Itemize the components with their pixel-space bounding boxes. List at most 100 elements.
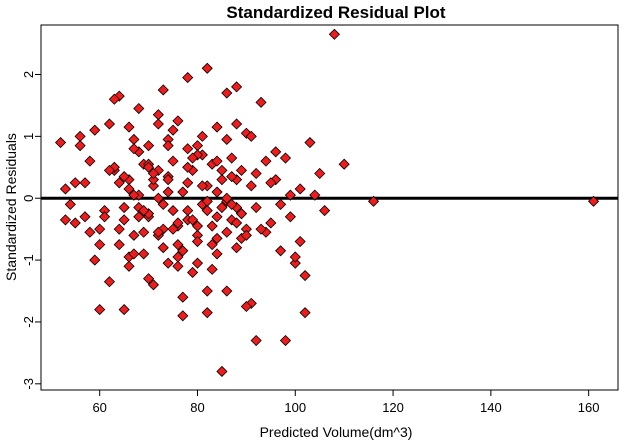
y-tick-label: 1 — [21, 133, 36, 140]
data-point — [103, 276, 116, 288]
data-point — [196, 130, 208, 142]
data-point — [206, 239, 218, 251]
data-point — [221, 285, 233, 297]
data-point — [138, 226, 150, 238]
data-point — [157, 84, 169, 96]
data-point — [245, 130, 257, 142]
data-point — [118, 171, 130, 183]
data-point — [319, 205, 331, 217]
data-point — [304, 136, 316, 149]
data-point — [231, 118, 243, 130]
data-point — [294, 235, 306, 248]
data-point — [94, 304, 106, 316]
x-tick-label: 120 — [382, 400, 404, 415]
data-point — [143, 140, 155, 152]
x-axis-title: Predicted Volume(dm^3) — [260, 424, 413, 440]
data-point — [211, 121, 223, 133]
data-point — [167, 124, 179, 136]
data-point — [147, 174, 160, 186]
data-point — [123, 183, 135, 195]
data-point — [89, 254, 101, 266]
data-point — [187, 266, 199, 279]
data-point — [64, 198, 76, 210]
data-point — [221, 133, 233, 146]
data-point — [172, 239, 184, 251]
data-point — [216, 365, 228, 378]
data-point — [187, 152, 199, 164]
data-point — [279, 334, 292, 347]
data-point — [289, 251, 301, 263]
data-point — [201, 285, 213, 297]
data-point — [128, 248, 140, 260]
y-axis: -3 -2 -1 0 1 2 — [21, 71, 41, 390]
data-point — [103, 118, 116, 130]
data-point — [177, 291, 189, 303]
x-tick-label: 160 — [578, 400, 600, 415]
scatter-points — [54, 28, 600, 378]
data-point — [338, 158, 350, 170]
x-tick-label: 140 — [480, 400, 502, 415]
data-point — [172, 217, 184, 229]
data-point — [309, 189, 321, 201]
data-point — [147, 180, 160, 192]
data-point — [138, 248, 150, 260]
data-point — [118, 214, 130, 226]
data-point — [211, 248, 223, 260]
data-point — [128, 133, 140, 146]
data-point — [152, 109, 164, 121]
data-point — [275, 198, 287, 210]
data-point — [138, 205, 150, 217]
data-point — [201, 62, 213, 74]
data-point — [172, 251, 184, 263]
data-point — [206, 220, 218, 232]
data-point — [191, 220, 204, 232]
data-point — [240, 300, 252, 313]
data-point — [59, 183, 72, 195]
data-point — [265, 177, 277, 189]
data-point — [79, 177, 91, 189]
data-point — [152, 226, 164, 238]
data-point — [59, 214, 72, 226]
data-point — [118, 201, 130, 214]
data-point — [289, 257, 301, 269]
data-point — [245, 180, 257, 192]
data-point — [143, 161, 155, 173]
data-point — [133, 102, 145, 115]
data-point — [89, 124, 101, 136]
data-point — [147, 167, 160, 180]
data-point — [191, 235, 204, 248]
data-point — [284, 189, 296, 201]
data-point — [152, 118, 164, 130]
data-point — [211, 186, 223, 198]
data-point — [103, 164, 116, 176]
y-tick-label: -2 — [21, 316, 36, 328]
data-point — [235, 164, 248, 176]
data-point — [162, 174, 174, 186]
data-point — [172, 260, 184, 272]
data-point — [314, 167, 326, 180]
data-point — [54, 136, 67, 149]
data-point — [299, 269, 311, 282]
data-point — [133, 211, 145, 223]
y-tick-label: -3 — [21, 378, 36, 390]
data-point — [94, 239, 106, 251]
data-point — [177, 186, 189, 198]
data-point — [191, 257, 204, 269]
data-point — [187, 214, 199, 226]
data-point — [182, 143, 194, 155]
data-point — [255, 96, 267, 108]
data-point — [250, 167, 262, 180]
data-point — [128, 229, 140, 241]
data-point — [275, 245, 287, 257]
data-point — [113, 223, 125, 235]
data-point — [231, 242, 243, 254]
data-point — [94, 223, 106, 235]
data-point — [328, 28, 340, 40]
data-point — [167, 155, 179, 167]
data-point — [177, 310, 189, 322]
data-point — [128, 189, 140, 201]
data-point — [143, 273, 155, 285]
data-point — [84, 226, 96, 238]
data-point — [206, 263, 218, 275]
data-point — [270, 146, 282, 158]
